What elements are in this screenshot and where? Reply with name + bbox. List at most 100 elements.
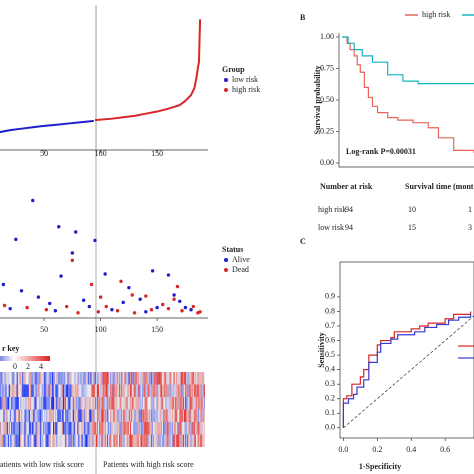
heatmap-cell — [21, 397, 23, 410]
heatmap-cell — [32, 422, 34, 435]
point — [36, 295, 41, 299]
heatmap-cell — [139, 372, 142, 385]
heatmap-cell — [49, 409, 51, 422]
heatmap-cell — [109, 384, 111, 397]
heatmap-cell — [4, 409, 6, 422]
heatmap-cell — [149, 397, 151, 410]
heatmap-cell — [121, 434, 123, 447]
heatmap-cell — [168, 384, 170, 397]
heatmap-cell — [29, 409, 32, 422]
heatmap-cell — [156, 422, 158, 435]
x-tick-label: 0.0 — [338, 445, 348, 454]
heatmap-cell — [22, 384, 24, 397]
heatmap-cell — [14, 409, 16, 422]
legend-title: Group — [222, 65, 245, 74]
heatmap-cell — [81, 434, 83, 447]
heatmap-cell — [88, 409, 90, 422]
heatmap-cell — [77, 409, 79, 422]
heatmap-cell — [161, 372, 164, 385]
heatmap-cell — [80, 384, 82, 397]
heatmap-cell — [167, 422, 169, 435]
heatmap-cell — [147, 372, 149, 385]
heatmap-cell — [82, 409, 84, 422]
heatmap-cell — [169, 397, 171, 410]
heatmap-cell — [35, 397, 37, 410]
heatmap-cell — [45, 422, 47, 435]
heatmap-cell — [145, 397, 147, 410]
heatmap-cell — [183, 384, 186, 397]
heatmap-cell — [157, 397, 159, 410]
heatmap-cell — [135, 422, 137, 435]
heatmap-cell — [80, 372, 82, 385]
heatmap-cell — [79, 384, 81, 397]
y-tick-label: 0.0 — [325, 423, 335, 432]
heatmap-cell — [98, 409, 100, 422]
point — [93, 238, 97, 243]
heatmap-cell — [145, 434, 147, 447]
point — [57, 225, 61, 229]
y-tick-label: 0.5 — [325, 350, 335, 359]
point — [132, 311, 137, 315]
heatmap-cell — [176, 422, 178, 435]
heatmap-cell — [37, 384, 39, 397]
heatmap-cell — [171, 409, 173, 422]
y-tick-label: 0.7 — [325, 321, 335, 330]
heatmap-cell — [190, 434, 192, 447]
heatmap-cell — [135, 434, 137, 447]
heatmap-cell — [113, 397, 115, 410]
heatmap-cell — [15, 422, 17, 435]
point — [178, 299, 182, 303]
heatmap-cell — [131, 372, 133, 385]
heatmap-cell — [90, 434, 92, 447]
heatmap-cell — [100, 422, 102, 435]
heatmap-cell — [13, 422, 15, 435]
heatmap-cell — [26, 422, 28, 435]
heatmap-cell — [33, 422, 35, 435]
heatmap-cell — [131, 409, 133, 422]
heatmap-cell — [168, 422, 170, 435]
heatmap-cell — [1, 409, 3, 422]
heatmap-cell — [90, 409, 92, 422]
heatmap-cell — [64, 384, 66, 397]
heatmap-cell — [123, 372, 125, 385]
heatmap-cell — [147, 434, 149, 447]
heatmap-cell — [153, 372, 155, 385]
heatmap-cell — [120, 409, 122, 422]
heatmap-cell — [176, 384, 178, 397]
heatmap-cell — [199, 434, 201, 447]
heatmap-cell — [68, 422, 70, 435]
heatmap-cell — [42, 384, 44, 397]
heatmap-cell — [56, 409, 58, 422]
heatmap-cell — [91, 384, 93, 397]
heatmap-cell — [69, 422, 71, 435]
heatmap-cell — [137, 397, 139, 410]
heatmap-cell — [4, 372, 6, 385]
heatmap-cell — [10, 384, 12, 397]
heatmap-cell — [181, 397, 183, 410]
heatmap-cell — [183, 409, 186, 422]
heatmap-cell — [71, 384, 73, 397]
heatmap-cell — [171, 372, 173, 385]
heatmap-cell — [59, 397, 61, 410]
heatmap-cell — [142, 384, 144, 397]
heatmap-cell — [1, 397, 3, 410]
heatmap-cell — [33, 372, 35, 385]
point — [138, 297, 142, 301]
heatmap-cell — [21, 384, 23, 397]
heatmap-cell — [132, 422, 134, 435]
heatmap-cell — [29, 422, 32, 435]
heatmap-cell — [200, 434, 202, 447]
heatmap-cell — [148, 384, 150, 397]
heatmap-cell — [128, 409, 131, 422]
heatmap-cell — [200, 422, 202, 435]
heatmap-cell — [80, 409, 82, 422]
heatmap-cell — [126, 422, 128, 435]
heatmap-cell — [53, 372, 55, 385]
heatmap-cell — [12, 422, 14, 435]
heatmap-cell — [144, 409, 146, 422]
heatmap-cell — [54, 422, 56, 435]
heatmap-cell — [38, 384, 40, 397]
heatmap-cell — [146, 397, 148, 410]
heatmap-cell — [98, 372, 100, 385]
heatmap-cell — [18, 434, 21, 447]
